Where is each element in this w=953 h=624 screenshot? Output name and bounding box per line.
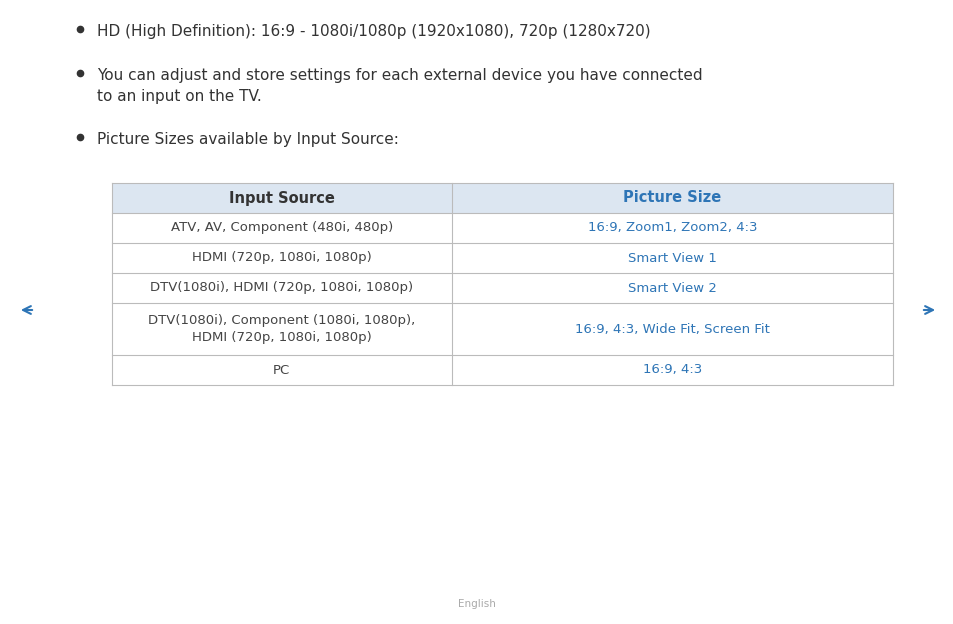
Text: HDMI (720p, 1080i, 1080p): HDMI (720p, 1080i, 1080p) bbox=[192, 251, 372, 265]
Text: PC: PC bbox=[273, 364, 290, 376]
Text: DTV(1080i), Component (1080i, 1080p),
HDMI (720p, 1080i, 1080p): DTV(1080i), Component (1080i, 1080p), HD… bbox=[148, 314, 416, 344]
Text: DTV(1080i), HDMI (720p, 1080i, 1080p): DTV(1080i), HDMI (720p, 1080i, 1080p) bbox=[151, 281, 413, 295]
Text: Input Source: Input Source bbox=[229, 190, 335, 205]
Text: ATV, AV, Component (480i, 480p): ATV, AV, Component (480i, 480p) bbox=[171, 222, 393, 235]
Text: 16:9, Zoom1, Zoom2, 4:3: 16:9, Zoom1, Zoom2, 4:3 bbox=[587, 222, 757, 235]
Text: You can adjust and store settings for each external device you have connected
to: You can adjust and store settings for ea… bbox=[97, 68, 702, 104]
Text: Smart View 2: Smart View 2 bbox=[627, 281, 716, 295]
Text: Smart View 1: Smart View 1 bbox=[627, 251, 716, 265]
Text: 16:9, 4:3: 16:9, 4:3 bbox=[642, 364, 701, 376]
Bar bbox=[112, 183, 892, 213]
Text: Picture Sizes available by Input Source:: Picture Sizes available by Input Source: bbox=[97, 132, 398, 147]
Text: 16:9, 4:3, Wide Fit, Screen Fit: 16:9, 4:3, Wide Fit, Screen Fit bbox=[575, 323, 769, 336]
Text: English: English bbox=[457, 599, 496, 609]
Text: HD (High Definition): 16:9 - 1080i/1080p (1920x1080), 720p (1280x720): HD (High Definition): 16:9 - 1080i/1080p… bbox=[97, 24, 650, 39]
Text: Picture Size: Picture Size bbox=[622, 190, 720, 205]
